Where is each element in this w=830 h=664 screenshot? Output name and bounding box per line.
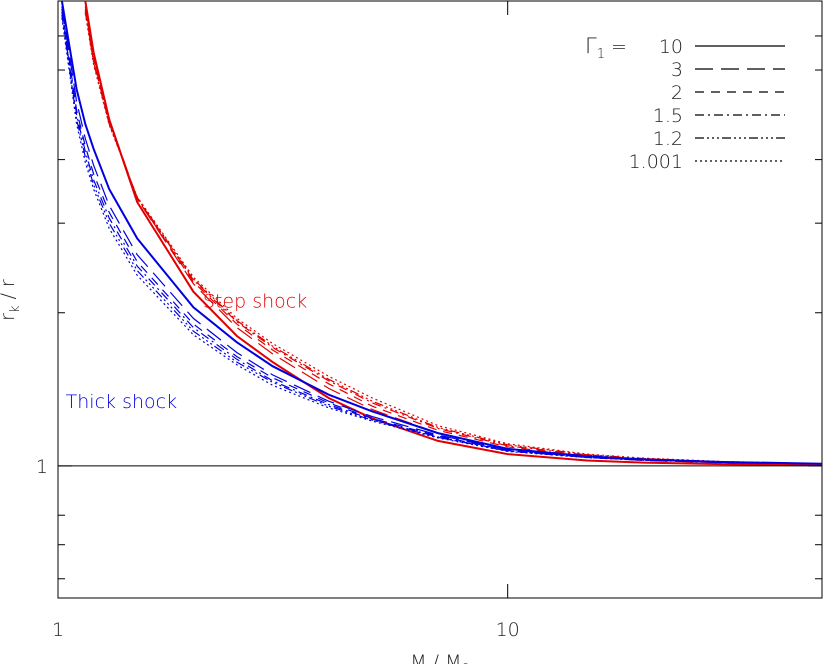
curve: [84, 6, 822, 465]
legend-title-sub: 1: [597, 47, 605, 62]
y-axis-label-main: r: [0, 313, 19, 321]
legend-title-main: Γ: [585, 34, 597, 58]
legend-title: Γ1 =: [585, 34, 627, 62]
x-axis-label-sub: 0: [462, 662, 470, 664]
legend-label: 3: [671, 59, 683, 81]
x-tick-label: 10: [496, 619, 520, 641]
curves: [60, 1, 822, 466]
legend-label: 1.001: [629, 151, 683, 173]
curve: [61, 17, 822, 465]
y-axis-label-rest: / r: [0, 279, 19, 305]
x-tick-label: 1: [52, 619, 64, 641]
annotation: Step shock: [203, 290, 307, 312]
x-axis-label-rest: / M: [427, 651, 462, 664]
legend-label: 10: [659, 36, 683, 58]
y-axis-label: rk / r: [0, 279, 23, 321]
curve: [84, 1, 822, 466]
legend-label: 1.5: [653, 105, 683, 127]
annotation: Thick shock: [66, 391, 177, 413]
curve: [84, 9, 822, 465]
plot-frame: [57, 0, 823, 599]
legend-label: 2: [671, 82, 683, 104]
y-tick-label: 1: [36, 456, 48, 478]
curve: [84, 10, 822, 465]
x-axis-label-main: M: [410, 651, 426, 664]
curve: [84, 11, 822, 465]
y-axis-label-sub: k: [8, 305, 23, 313]
legend-label: 1.2: [653, 128, 683, 150]
legend-title-rest: =: [605, 36, 627, 58]
x-axis-label: M / M0: [410, 651, 470, 664]
curve: [84, 13, 822, 465]
